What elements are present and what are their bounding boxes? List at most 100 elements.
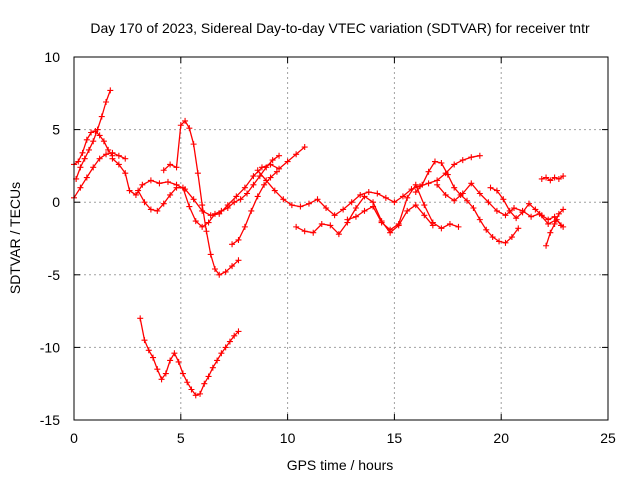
series-trace [73,130,113,165]
data-point [194,170,201,177]
series-arc-9 [254,152,483,219]
data-point [442,191,449,198]
data-point [226,338,233,345]
data-point [489,234,496,241]
data-point [269,157,276,164]
data-point [547,177,554,184]
data-point [399,193,406,200]
data-point [90,164,97,171]
data-point [105,146,112,153]
x-tick-label: 20 [493,430,509,446]
y-tick-label: -15 [40,412,60,428]
data-point [293,151,300,158]
data-point [425,168,432,175]
data-point [235,328,242,335]
data-point [451,184,458,191]
x-axis-title: GPS time / hours [287,457,394,473]
data-point [229,241,236,248]
data-point [167,191,174,198]
data-point [90,138,97,145]
data-point [429,219,436,226]
data-point [188,386,195,393]
data-point [331,212,338,219]
series-trace [139,318,239,396]
data-point [199,223,206,230]
data-point [263,164,270,171]
data-point [179,184,186,191]
data-point [154,366,161,373]
data-point [199,202,206,209]
data-point [511,205,518,212]
data-point [85,146,92,153]
data-point [543,242,550,249]
data-point [483,226,490,233]
y-tick-label: -5 [48,267,61,283]
data-point [412,202,419,209]
data-point [500,196,507,203]
chart-title: Day 170 of 2023, Sidereal Day-to-day VTE… [90,20,590,36]
data-point [551,213,558,220]
data-point [335,231,342,238]
series-arc-12 [412,158,522,246]
data-point [470,205,477,212]
data-point [327,222,334,229]
x-tick-label: 10 [280,430,296,446]
series-arc-8 [229,168,280,248]
data-point [288,202,295,209]
data-point [241,184,248,191]
x-tick-label: 0 [70,430,78,446]
data-point [468,180,475,187]
y-tick-label: 10 [44,49,60,65]
data-point [555,210,562,217]
data-point [147,206,154,213]
data-point [382,194,389,201]
data-point [186,203,193,210]
data-point [538,175,545,182]
grid-layer [74,57,608,420]
data-point [340,206,347,213]
data-point [250,173,257,180]
series-arc-6 [160,117,242,278]
data-point [273,168,280,175]
data-point [160,200,167,207]
data-point [297,203,304,210]
series-trace [436,182,564,228]
data-point [167,357,174,364]
y-tick-label: 5 [52,122,60,138]
tick-layer: 0 5 10 15 20 25 -15 -10 -5 0 5 10 [40,49,616,446]
data-point [502,212,509,219]
data-point [77,164,84,171]
data-point [468,154,475,161]
data-point [214,357,221,364]
data-point [115,161,122,168]
series-layer [71,87,567,399]
series-arc-7 [137,315,242,399]
data-point [145,347,152,354]
data-point [192,392,199,399]
data-point [154,207,161,214]
data-point [254,193,261,200]
data-point [487,184,494,191]
data-point [459,157,466,164]
y-axis-title: SDTVAR / TECUs [7,182,23,294]
data-point [83,136,90,143]
series-trace [231,171,278,245]
data-point [301,144,308,151]
data-point [506,207,513,214]
data-point [444,171,451,178]
data-point [267,174,274,181]
data-point [508,234,515,241]
data-point [201,380,208,387]
data-point [502,239,509,246]
data-point [404,194,411,201]
data-point [103,151,110,158]
data-point [395,220,402,227]
data-point [476,190,483,197]
data-point [352,213,359,220]
data-point [150,354,157,361]
y-tick-label: -10 [40,339,60,355]
data-point [139,181,146,188]
data-point [171,350,178,357]
series-arc-2 [73,87,114,182]
data-point [525,200,532,207]
